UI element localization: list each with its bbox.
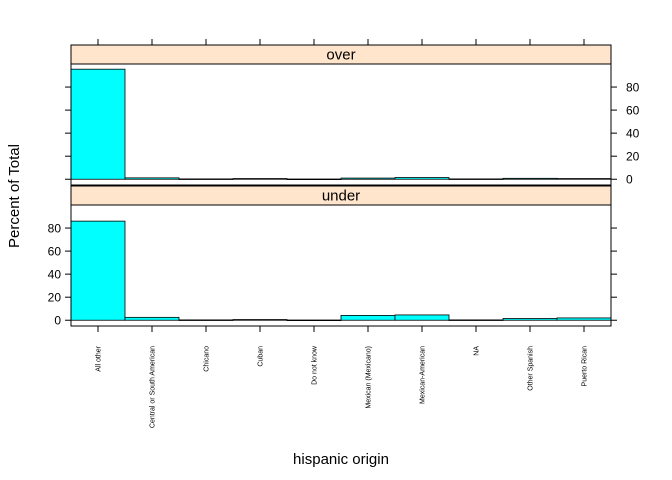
y-tick-label: 80: [48, 222, 62, 236]
y-tick-label: 0: [54, 314, 61, 328]
bar: [178, 319, 234, 321]
bar: [394, 314, 450, 321]
bar: [70, 68, 126, 180]
bar: [232, 319, 288, 321]
strip-label: under: [322, 188, 360, 205]
panel-frame: [70, 204, 612, 327]
bar: [502, 177, 558, 180]
strip-label: over: [326, 47, 355, 64]
y-tick-label: 60: [48, 245, 62, 259]
y-tick-label: 20: [48, 291, 62, 305]
bar: [178, 178, 234, 180]
bar: [448, 178, 504, 180]
bar: [124, 177, 180, 180]
panel-over: over 0 20 40 60 80: [65, 44, 640, 187]
bar: [556, 317, 612, 321]
x-tick-label: Mexican-American: [420, 346, 427, 404]
x-tick-label: Mexican (Mexicano): [366, 346, 373, 409]
y-tick-label: 60: [626, 104, 640, 118]
bar: [286, 319, 342, 322]
x-tick-label: NA: [474, 346, 481, 356]
y-axis-title: Percent of Total: [6, 144, 23, 248]
y-tick-label: 0: [626, 173, 633, 187]
x-axis-title: hispanic origin: [293, 451, 389, 468]
bar: [502, 318, 558, 321]
bar: [394, 177, 450, 180]
bar: [232, 178, 288, 180]
x-tick-label: Cuban: [258, 346, 265, 367]
bar: [70, 220, 126, 321]
bar: [340, 177, 396, 180]
bar: [124, 316, 180, 321]
x-tick-label: Puerto Rican: [582, 346, 589, 387]
bar: [556, 178, 612, 180]
x-tick-label: Chicano: [204, 346, 211, 372]
x-tick-label: All other: [96, 345, 103, 371]
x-axis-ticks: All other Central or South American Chican…: [96, 39, 589, 428]
chart-panels: over 0 20 40 60 80 under 0 20 40 60 80: [48, 44, 640, 328]
y-tick-label: 40: [626, 127, 640, 141]
panel-frame: [70, 63, 612, 186]
x-tick-label: Do not know: [312, 345, 319, 385]
bar: [448, 319, 504, 321]
panel-under: under 0 20 40 60 80: [48, 185, 617, 328]
x-tick-label: Other Spanish: [528, 346, 535, 391]
y-tick-label: 40: [48, 268, 62, 282]
x-tick-label: Central or South American: [150, 346, 157, 428]
bar: [340, 314, 396, 321]
y-tick-label: 20: [626, 150, 640, 164]
y-tick-label: 80: [626, 81, 640, 95]
bar: [286, 178, 342, 181]
